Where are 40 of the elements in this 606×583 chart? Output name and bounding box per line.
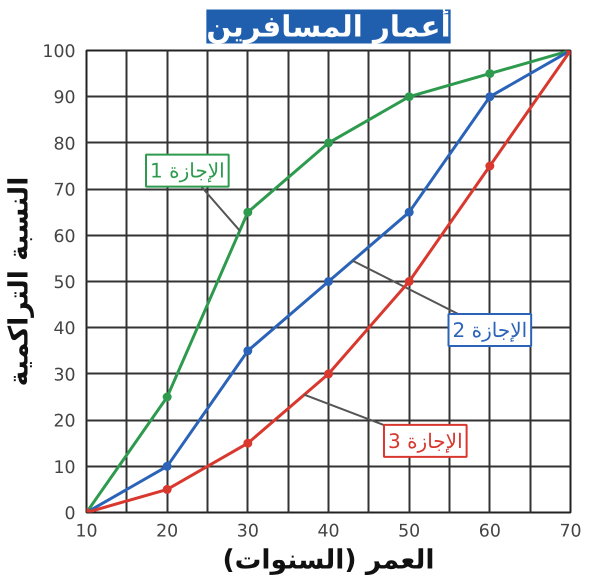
x-axis-title: العمر (السنوات): [222, 544, 435, 576]
x-tick-label: 40: [317, 522, 340, 542]
x-tick-label: 70: [559, 522, 582, 542]
point: [324, 277, 333, 286]
point: [162, 462, 172, 471]
y-tick-label: 60: [53, 226, 76, 247]
y-tick-label: 50: [53, 273, 76, 293]
y-tick-label: 90: [53, 88, 76, 108]
point: [324, 138, 333, 148]
y-tick-label: 70: [53, 180, 76, 201]
point: [485, 69, 494, 78]
x-tick-label: 10: [75, 522, 98, 542]
point: [324, 369, 333, 378]
x-tick-label: 60: [478, 522, 501, 542]
y-tick-label: 100: [42, 42, 76, 62]
y-tick-label: 30: [53, 365, 76, 386]
line-series: [86, 50, 570, 512]
point: [162, 484, 172, 494]
y-tick-label: 40: [53, 319, 76, 340]
series-label: الإجازة 1: [150, 158, 225, 183]
y-tick-label: 0: [64, 504, 76, 524]
point: [404, 277, 414, 286]
point: [485, 92, 494, 102]
point: [243, 208, 252, 217]
y-tick-label: 80: [53, 134, 76, 154]
y-tick-label: 10: [53, 458, 76, 478]
point: [404, 92, 414, 102]
y-tick-label: 20: [53, 412, 76, 432]
y-axis-title: النسبة التراكمية: [3, 176, 34, 386]
point: [243, 438, 252, 448]
x-tick-label: 30: [236, 522, 259, 542]
x-tick-label: 20: [156, 522, 178, 542]
point: [162, 392, 172, 402]
chart-title: أعمار المسافرين: [206, 6, 451, 44]
text: الإجازة 3: [388, 428, 463, 453]
text: الإجازة 2: [452, 318, 528, 342]
point: [404, 208, 414, 217]
point: [243, 346, 252, 356]
x-tick-label: 50: [398, 522, 420, 542]
point: [485, 162, 494, 170]
